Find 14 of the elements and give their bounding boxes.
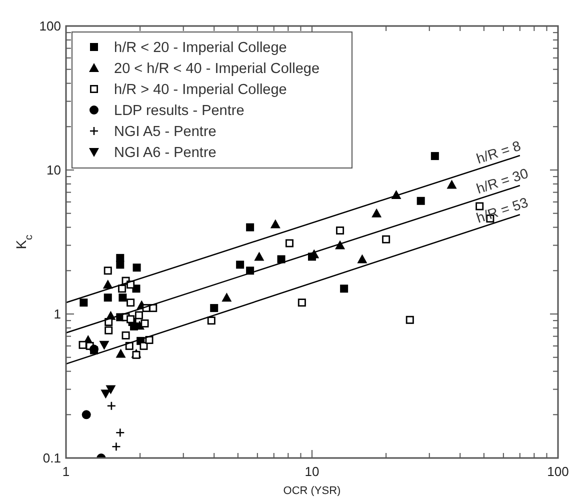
x-tick-label: 100	[547, 464, 569, 479]
legend-label: h/R < 20 - Imperial College	[114, 40, 287, 56]
y-tick-label: 10	[46, 162, 61, 178]
y-tick-label: 100	[39, 18, 61, 34]
legend-label: 20 < h/R < 40 - Imperial College	[114, 61, 320, 77]
legend-label: NGI A5 - Pentre	[114, 124, 216, 140]
legend-label: NGI A6 - Pentre	[114, 145, 216, 161]
x-axis-title: OCR (YSR)	[283, 485, 341, 497]
y-tick-label: 1	[54, 306, 61, 322]
y-tick-label: 0.1	[42, 450, 61, 466]
text: h/R = 8	[474, 137, 523, 167]
legend-label: h/R > 40 - Imperial College	[114, 82, 287, 98]
x-tick-label: 10	[304, 464, 320, 479]
legend-label: LDP results - Pentre	[114, 103, 244, 119]
